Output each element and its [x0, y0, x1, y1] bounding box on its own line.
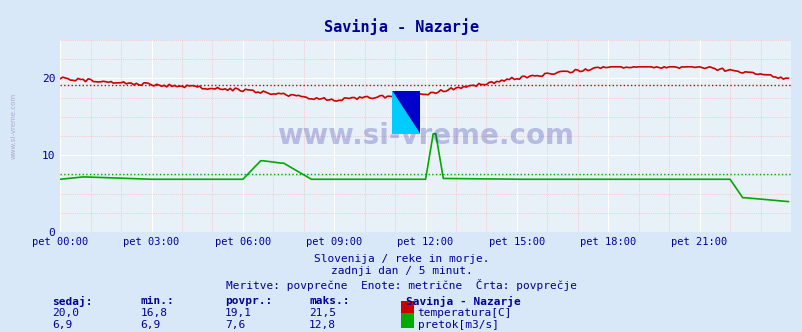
Text: 19,1: 19,1 [225, 308, 252, 318]
Text: maks.:: maks.: [309, 296, 349, 306]
Text: temperatura[C]: temperatura[C] [417, 308, 512, 318]
Text: Savinja - Nazarje: Savinja - Nazarje [405, 296, 520, 307]
Text: 6,9: 6,9 [52, 320, 72, 330]
Text: sedaj:: sedaj: [52, 296, 92, 307]
Text: www.si-vreme.com: www.si-vreme.com [277, 122, 573, 150]
Text: min.:: min.: [140, 296, 174, 306]
Polygon shape [391, 91, 419, 134]
Text: Savinja - Nazarje: Savinja - Nazarje [323, 18, 479, 35]
Text: 6,9: 6,9 [140, 320, 160, 330]
Text: 21,5: 21,5 [309, 308, 336, 318]
Text: pretok[m3/s]: pretok[m3/s] [417, 320, 498, 330]
Text: 12,8: 12,8 [309, 320, 336, 330]
Polygon shape [391, 91, 419, 134]
Bar [391, 113, 405, 134]
Text: zadnji dan / 5 minut.: zadnji dan / 5 minut. [330, 266, 472, 276]
Text: 16,8: 16,8 [140, 308, 168, 318]
Text: Slovenija / reke in morje.: Slovenija / reke in morje. [314, 254, 488, 264]
Text: Meritve: povprečne  Enote: metrične  Črta: povprečje: Meritve: povprečne Enote: metrične Črta:… [225, 279, 577, 290]
Text: 20,0: 20,0 [52, 308, 79, 318]
Text: povpr.:: povpr.: [225, 296, 272, 306]
Bar [405, 113, 419, 134]
Bar [391, 91, 405, 113]
Bar [405, 91, 419, 113]
Text: 7,6: 7,6 [225, 320, 245, 330]
Text: www.si-vreme.com: www.si-vreme.com [10, 93, 16, 159]
